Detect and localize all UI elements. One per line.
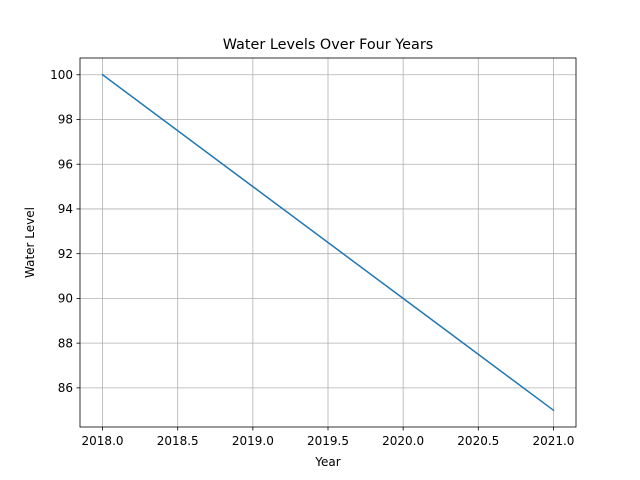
chart-title: Water Levels Over Four Years [223,37,434,53]
x-tick-label: 2020.0 [382,434,424,448]
series-layer [101,73,555,412]
x-tick-label: 2020.5 [457,434,499,448]
y-axis-ticks: 86 88 90 92 94 96 98 100 [50,68,80,395]
x-tick-label: 2019.0 [232,434,274,448]
y-tick-label: 100 [50,68,73,82]
x-tick-label: 2019.5 [307,434,349,448]
y-tick-label: 98 [58,113,73,127]
x-tick-label: 2018.0 [82,434,124,448]
x-tick-label: 2021.0 [532,434,574,448]
y-tick-label: 94 [58,202,73,216]
x-axis-label: Year [314,455,340,469]
y-tick-label: 90 [58,292,73,306]
series-line [101,73,555,412]
x-axis-ticks: 2018.0 2018.5 2019.0 2019.5 2020.0 2020.5 2021… [82,427,574,448]
y-tick-label: 92 [58,247,73,261]
x-tick-label: 2018.5 [157,434,199,448]
y-tick-label: 86 [58,381,73,395]
y-axis-label: Water Level [23,207,37,278]
grid-lines [80,58,576,427]
y-tick-label: 88 [58,336,73,350]
y-tick-label: 96 [58,157,73,171]
